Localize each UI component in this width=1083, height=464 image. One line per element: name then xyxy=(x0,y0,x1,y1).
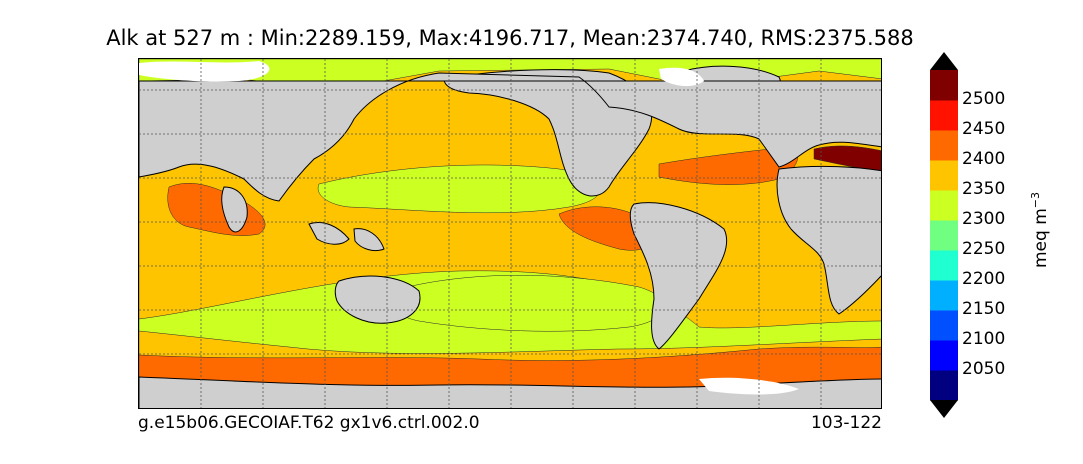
alkalinity-map xyxy=(139,59,881,408)
colorbar-tick-label: 2050 xyxy=(962,359,1006,379)
colorbar-segment xyxy=(930,100,958,131)
north-atlantic-orange xyxy=(658,146,798,185)
colorbar-segment xyxy=(930,370,958,401)
unit-base: meq m xyxy=(1030,208,1051,268)
colorbar-unit-label: meq m−3 xyxy=(1029,192,1051,268)
unit-exponent: −3 xyxy=(1029,192,1043,209)
colorbar-segment xyxy=(930,340,958,371)
colorbar-segment xyxy=(930,280,958,311)
south-pacific-green xyxy=(390,275,665,332)
colorbar-over-arrow xyxy=(930,52,958,70)
north-pacific-green xyxy=(317,164,601,214)
land-masses xyxy=(139,65,881,408)
colorbar-tick-label: 2400 xyxy=(962,149,1006,169)
run-name-caption: g.e15b06.GECOIAF.T62 gx1v6.ctrl.002.0 xyxy=(138,413,480,433)
colorbar-graphic xyxy=(930,52,958,418)
colorbar-tick-label: 2150 xyxy=(962,299,1006,319)
map-title: Alk at 527 m : Min:2289.159, Max:4196.71… xyxy=(106,26,914,50)
colorbar-segment xyxy=(930,250,958,281)
colorbar-segment xyxy=(930,220,958,251)
map-panel xyxy=(138,58,882,409)
colorbar xyxy=(924,50,964,420)
colorbar-segment xyxy=(930,190,958,221)
colorbar-tick-label: 2200 xyxy=(962,269,1006,289)
colorbar-tick-label: 2100 xyxy=(962,329,1006,349)
sea-ice xyxy=(139,61,799,395)
colorbar-tick-label: 2500 xyxy=(962,89,1006,109)
colorbar-segment xyxy=(930,130,958,161)
mediterranean-maroon xyxy=(813,145,881,172)
colorbar-tick-label: 2300 xyxy=(962,209,1006,229)
colorbar-tick-label: 2250 xyxy=(962,239,1006,259)
colorbar-tick-label: 2450 xyxy=(962,119,1006,139)
colorbar-tick-label: 2350 xyxy=(962,179,1006,199)
colorbar-segment xyxy=(930,70,958,101)
colorbar-segment xyxy=(930,310,958,341)
colorbar-under-arrow xyxy=(930,400,958,418)
colorbar-segment xyxy=(930,160,958,191)
colorbar-ticks: 2500 2450 2400 2350 2300 2250 2200 2150 2100 2050 xyxy=(962,50,1022,420)
graticule xyxy=(139,59,881,408)
year-range-caption: 103-122 xyxy=(810,413,882,433)
